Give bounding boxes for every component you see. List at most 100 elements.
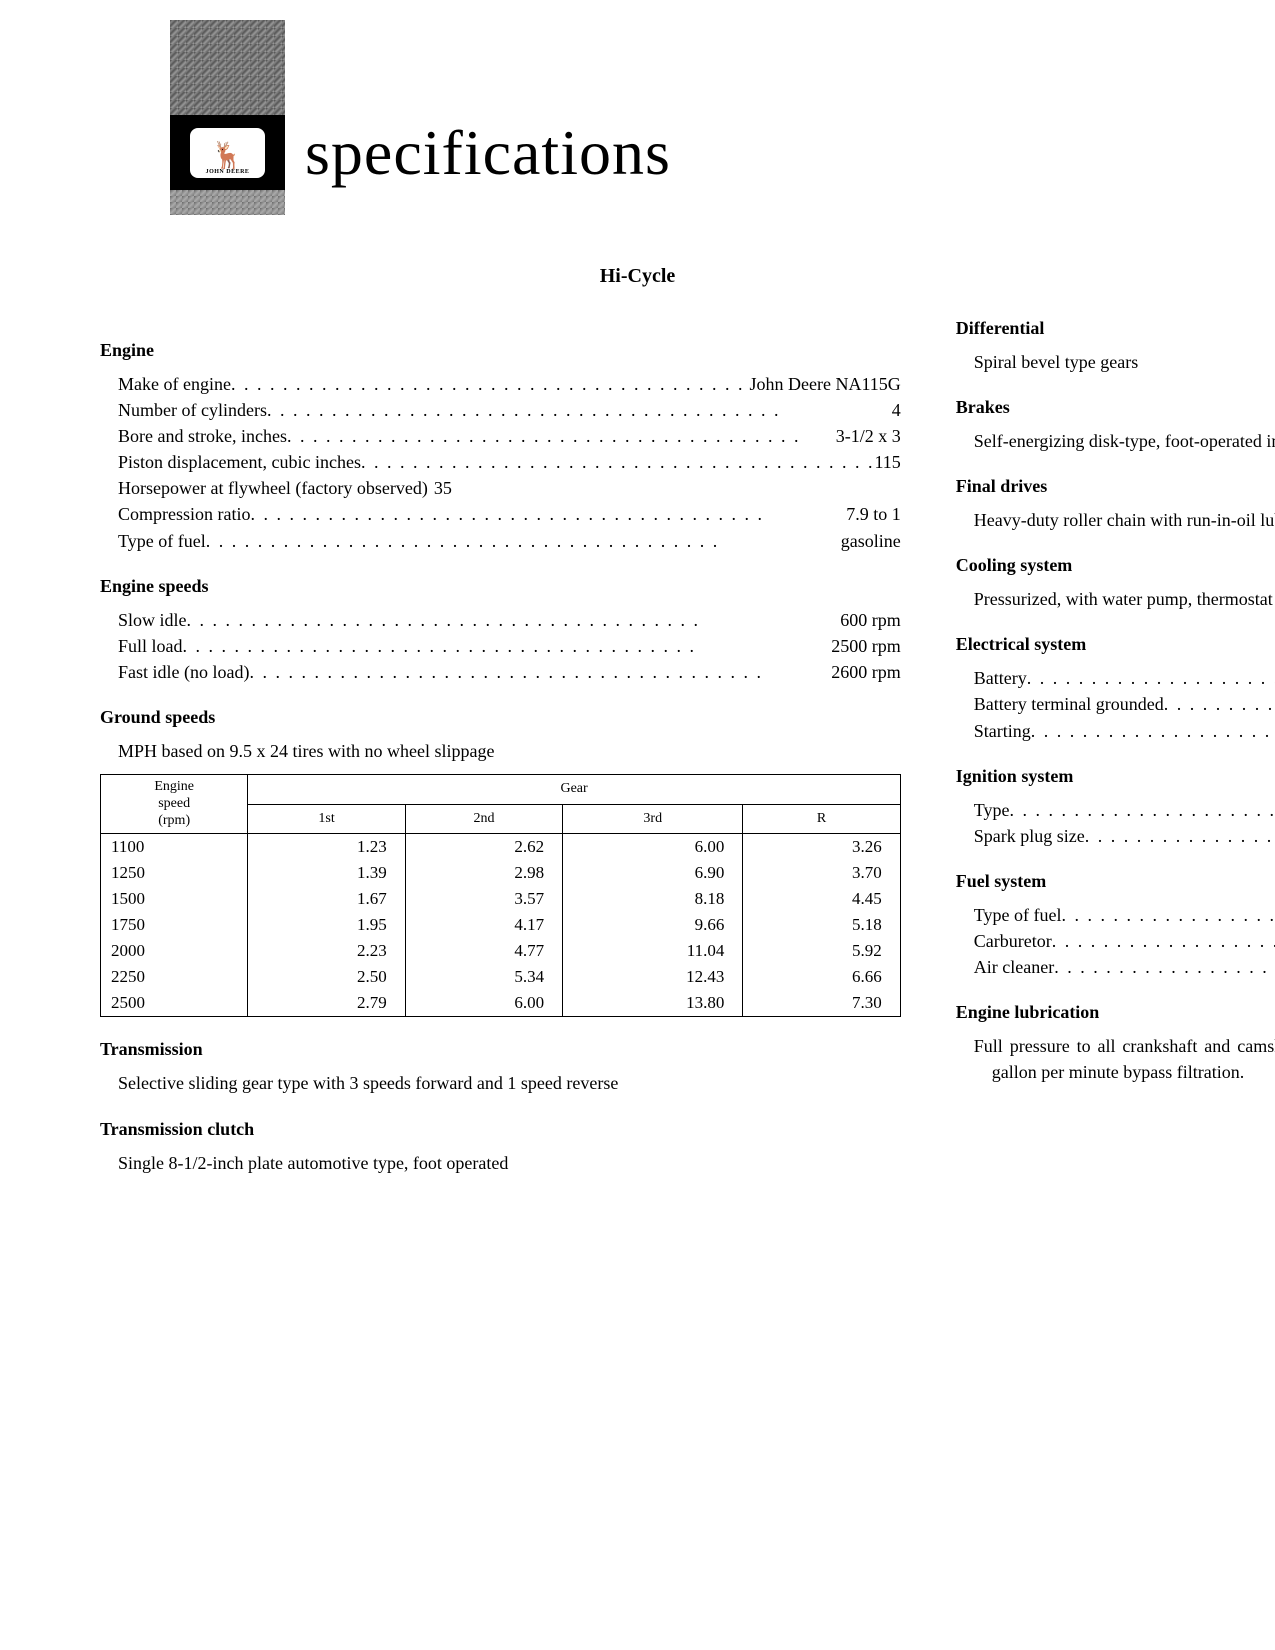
dot-leader: [187, 607, 841, 633]
electrical-specs: Battery12 voltsBattery terminal grounded…: [956, 665, 1275, 743]
right-column: Differential Spiral bevel type gears Bra…: [956, 318, 1275, 1176]
spec-line: Spark plug size14 mm: [974, 823, 1275, 849]
spec-value: 600 rpm: [840, 607, 901, 633]
spec-label: Spark plug size: [974, 823, 1085, 849]
electrical-head: Electrical system: [956, 634, 1275, 655]
rpm-l3: (rpm): [158, 813, 190, 828]
clutch-text: Single 8-1/2-inch plate automotive type,…: [100, 1150, 901, 1176]
table-cell: 2000: [101, 938, 248, 964]
spec-value: 7.9 to 1: [846, 501, 901, 527]
columns: Engine Make of engineJohn Deere NA115GNu…: [100, 318, 1175, 1176]
spec-label: Air cleaner: [974, 954, 1054, 980]
spec-line: Slow idle 600 rpm: [118, 607, 901, 633]
spec-line: Type of fuelRegular grade gasoline: [974, 902, 1275, 928]
dot-leader: [1052, 928, 1275, 954]
table-cell: 1.95: [248, 912, 405, 938]
diff-text: Spiral bevel type gears: [974, 349, 1275, 375]
table-cell: 2.98: [405, 860, 562, 886]
logo-inner: 🦌 JOHN DEERE: [190, 128, 265, 178]
cooling-text: Pressurized, with water pump, thermostat…: [956, 586, 1275, 612]
spec-line: Piston displacement, cubic inches115: [118, 449, 901, 475]
clutch-head: Transmission clutch: [100, 1119, 901, 1140]
table-cell: 1.67: [248, 886, 405, 912]
table-row: 25002.796.0013.807.30: [101, 990, 901, 1017]
table-cell: 7.30: [743, 990, 900, 1017]
table-cell: 5.34: [405, 964, 562, 990]
spec-line: Air cleanerOil wash type: [974, 954, 1275, 980]
dot-leader: [231, 371, 750, 397]
table-cell: 2.79: [248, 990, 405, 1017]
spec-label: Battery: [974, 665, 1027, 691]
spec-line: Battery terminal groundedpositive: [974, 691, 1275, 717]
gear-col-head: 2nd: [405, 804, 562, 834]
table-cell: 2.23: [248, 938, 405, 964]
dot-leader: [1164, 691, 1275, 717]
spec-line: Battery12 volts: [974, 665, 1275, 691]
dot-leader: [1031, 718, 1275, 744]
table-cell: 2500: [101, 990, 248, 1017]
table-cell: 8.18: [563, 886, 743, 912]
spec-label: Slow idle: [118, 607, 187, 633]
table-cell: 5.18: [743, 912, 900, 938]
rpm-l2: speed: [158, 796, 190, 811]
table-cell: 1100: [101, 834, 248, 861]
ground-note: MPH based on 9.5 x 24 tires with no whee…: [100, 738, 901, 764]
table-cell: 6.90: [563, 860, 743, 886]
table-cell: 2.50: [248, 964, 405, 990]
transmission-head: Transmission: [100, 1039, 901, 1060]
table-cell: 6.66: [743, 964, 900, 990]
brakes-text: Self-energizing disk-type, foot-operated…: [956, 428, 1275, 454]
page: 🦌 JOHN DEERE specifications Hi-Cycle Eng…: [0, 0, 1275, 1650]
ignition-specs: TypeBattery-distributorSpark plug size14…: [956, 797, 1275, 849]
header: 🦌 JOHN DEERE specifications: [170, 20, 1175, 215]
fuel-specs: Type of fuelRegular grade gasolineCarbur…: [956, 902, 1275, 980]
dot-leader: [1085, 823, 1275, 849]
spec-label: Piston displacement, cubic inches: [118, 449, 361, 475]
gear-col-head: 1st: [248, 804, 405, 834]
engine-specs: Make of engineJohn Deere NA115GNumber of…: [100, 371, 901, 554]
table-cell: 5.92: [743, 938, 900, 964]
final-head: Final drives: [956, 476, 1275, 497]
spec-line: Full load2500 rpm: [118, 633, 901, 659]
table-cell: 4.77: [405, 938, 562, 964]
spec-label: Battery terminal grounded: [974, 691, 1164, 717]
table-cell: 1750: [101, 912, 248, 938]
table-cell: 12.43: [563, 964, 743, 990]
dot-leader: [183, 633, 832, 659]
ground-head: Ground speeds: [100, 707, 901, 728]
dot-leader: [1027, 665, 1275, 691]
dot-leader: [267, 397, 892, 423]
dot-leader: [1062, 902, 1275, 928]
engine-speeds-head: Engine speeds: [100, 576, 901, 597]
logo-block: 🦌 JOHN DEERE: [170, 20, 285, 215]
transmission-text: Selective sliding gear type with 3 speed…: [100, 1070, 901, 1096]
spec-label: Full load: [118, 633, 183, 659]
dot-leader: [1010, 797, 1275, 823]
table-row: 17501.954.179.665.18: [101, 912, 901, 938]
table-cell: 6.00: [563, 834, 743, 861]
spec-label: Horsepower at flywheel (factory observed…: [118, 475, 428, 501]
table-cell: 3.70: [743, 860, 900, 886]
logo-texture-bottom: [170, 190, 285, 215]
spec-label: Type: [974, 797, 1010, 823]
dot-leader: [206, 528, 841, 554]
logo-badge: 🦌 JOHN DEERE: [170, 115, 285, 190]
lube-text: Full pressure to all crankshaft and cams…: [956, 1033, 1275, 1085]
brakes-head: Brakes: [956, 397, 1275, 418]
spec-label: Number of cylinders: [118, 397, 267, 423]
table-row: 12501.392.986.903.70: [101, 860, 901, 886]
spec-line: Fast idle (no load)2600 rpm: [118, 659, 901, 685]
cooling-head: Cooling system: [956, 555, 1275, 576]
speed-table: Engine speed (rpm) Gear 1st2nd3rdR 11001…: [100, 774, 901, 1017]
final-text: Heavy-duty roller chain with run-in-oil …: [956, 507, 1275, 533]
deer-icon: 🦌: [211, 143, 243, 169]
spec-line: Type of fuelgasoline: [118, 528, 901, 554]
dot-leader: [287, 423, 836, 449]
spec-line: TypeBattery-distributor: [974, 797, 1275, 823]
table-cell: 2250: [101, 964, 248, 990]
diff-head: Differential: [956, 318, 1275, 339]
spec-label: Bore and stroke, inches: [118, 423, 287, 449]
spec-label: Starting: [974, 718, 1031, 744]
spec-line: Make of engineJohn Deere NA115G: [118, 371, 901, 397]
gear-col-head: 3rd: [563, 804, 743, 834]
